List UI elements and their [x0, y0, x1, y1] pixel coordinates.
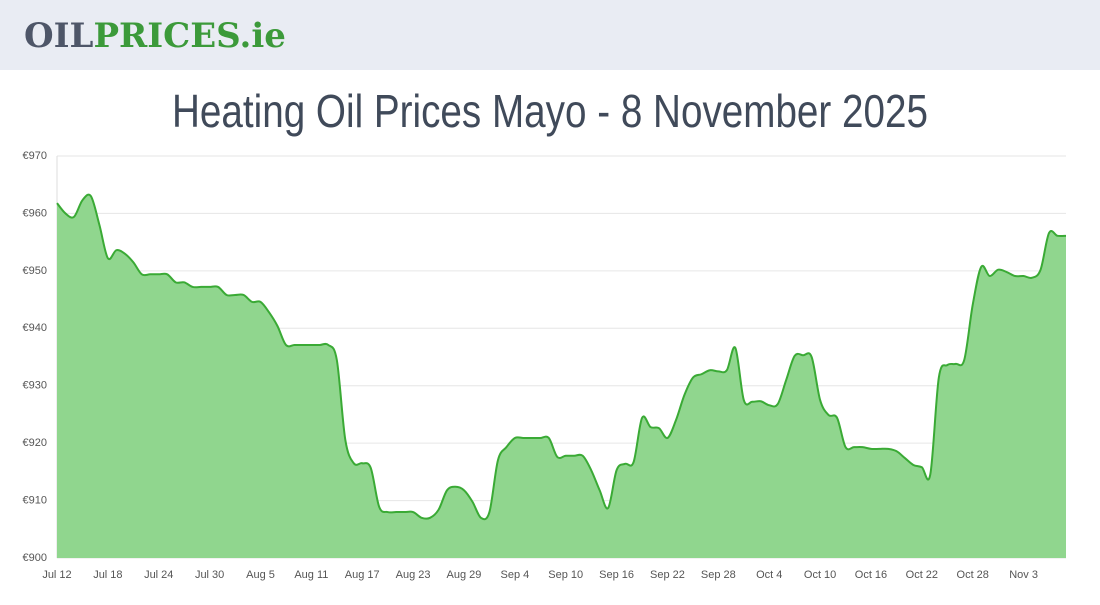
- x-tick-label: Jul 12: [42, 569, 71, 581]
- x-tick-label: Jul 24: [144, 569, 173, 581]
- x-tick-label: Aug 17: [345, 569, 380, 581]
- logo[interactable]: OILPRICES.ie: [24, 16, 286, 56]
- logo-part: PRICES.ie: [93, 16, 285, 56]
- y-tick-label: €970: [23, 150, 47, 162]
- y-tick-label: €940: [23, 322, 47, 334]
- chart-title: Heating Oil Prices Mayo - 8 November 202…: [172, 85, 928, 137]
- x-tick-label: Oct 28: [957, 569, 989, 581]
- x-tick-label: Nov 3: [1009, 569, 1038, 581]
- x-tick-label: Jul 30: [195, 569, 224, 581]
- x-tick-label: Jul 18: [93, 569, 122, 581]
- x-tick-label: Sep 28: [701, 569, 736, 581]
- y-tick-label: €950: [23, 265, 47, 277]
- x-tick-label: Oct 4: [756, 569, 782, 581]
- x-tick-label: Aug 11: [294, 569, 328, 581]
- x-tick-label: Aug 5: [246, 569, 275, 581]
- x-tick-label: Oct 10: [804, 569, 836, 581]
- header-bar: [0, 0, 1100, 70]
- y-tick-label: €920: [23, 437, 47, 449]
- x-tick-label: Sep 10: [548, 569, 583, 581]
- area: [57, 194, 1066, 558]
- y-tick-label: €960: [23, 207, 47, 219]
- x-tick-label: Oct 22: [906, 569, 938, 581]
- y-tick-label: €900: [23, 552, 47, 564]
- y-tick-label: €930: [23, 380, 47, 392]
- x-tick-label: Sep 16: [599, 569, 634, 581]
- y-tick-label: €910: [23, 494, 47, 506]
- x-tick-label: Sep 4: [500, 569, 529, 581]
- x-tick-label: Oct 16: [855, 569, 887, 581]
- logo-part: OIL: [24, 16, 94, 56]
- x-tick-label: Sep 22: [650, 569, 685, 581]
- x-tick-label: Aug 23: [396, 569, 431, 581]
- line: [56, 193, 1067, 521]
- x-tick-label: Aug 29: [447, 569, 482, 581]
